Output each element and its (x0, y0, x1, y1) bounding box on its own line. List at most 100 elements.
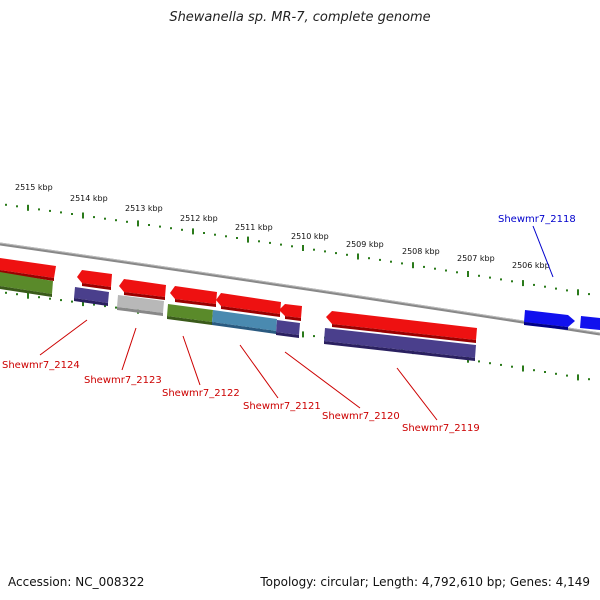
genome-backbone (0, 242, 600, 336)
kbp-label: 2509 kbp (346, 240, 384, 249)
genome-summary-text: Topology: circular; Length: 4,792,610 bp… (260, 575, 590, 589)
gene-arrow-cds[interactable] (326, 311, 477, 340)
gene-arrow-cds[interactable] (124, 292, 165, 300)
ruler-minor-tick (588, 378, 590, 381)
gene-labels: Shewmr7_2124 Shewmr7_2123 Shewmr7_2122 S… (2, 214, 576, 434)
callout-line (121, 327, 137, 371)
gene-label[interactable]: Shewmr7_2121 (243, 401, 321, 412)
ruler-minor-tick (445, 269, 447, 272)
ruler-major-tick (302, 331, 304, 338)
cog-block-purple[interactable] (276, 320, 300, 335)
ruler-minor-tick (379, 258, 381, 261)
ruler-minor-tick (49, 209, 51, 212)
ruler-minor-tick (390, 260, 392, 263)
cog-block-green[interactable] (0, 286, 52, 297)
cog-block-purple[interactable] (74, 287, 109, 303)
forward-cds-track (0, 258, 477, 343)
gene-label[interactable]: Shewmr7_2119 (402, 423, 480, 434)
gene-arrow-cds[interactable] (119, 279, 166, 297)
cog-block-purple[interactable] (276, 332, 299, 338)
gene-arrow-rna[interactable] (524, 310, 575, 327)
ruler-minor-tick (269, 241, 271, 244)
gene-label[interactable]: Shewmr7_2122 (162, 388, 240, 399)
cog-block-gray[interactable] (117, 295, 164, 313)
gene-arrow-cds[interactable] (175, 299, 216, 307)
ruler-minor-tick (280, 243, 282, 246)
ruler-minor-tick (214, 233, 216, 236)
ruler-minor-tick (225, 235, 227, 238)
ruler-major-tick (82, 300, 84, 307)
gene-arrow-cds[interactable] (0, 258, 56, 278)
cog-block-gray[interactable] (117, 307, 163, 316)
ruler-minor-tick (434, 267, 436, 270)
callout-line (39, 319, 88, 356)
ruler-minor-tick (588, 293, 590, 296)
ruler-minor-tick (313, 335, 315, 338)
cog-block-green[interactable] (167, 304, 213, 322)
ruler-minor-tick (104, 217, 106, 220)
cog-block-purple[interactable] (324, 328, 476, 358)
gene-label[interactable]: Shewmr7_2120 (322, 411, 400, 422)
ruler-major-tick (82, 212, 84, 219)
ruler-minor-tick (16, 205, 18, 208)
cog-block-green[interactable] (0, 272, 53, 294)
ruler-major-tick (467, 271, 469, 277)
gene-label[interactable]: Shewmr7_2123 (84, 375, 162, 386)
kbp-label: 2507 kbp (457, 254, 495, 263)
ruler-minor-tick (533, 283, 535, 286)
ruler-major-tick (412, 262, 414, 269)
ruler-major-tick (137, 220, 139, 227)
ruler-minor-tick (324, 250, 326, 253)
gene-arrow-cds[interactable] (216, 293, 281, 314)
ruler-minor-tick (115, 219, 117, 222)
kbp-label: 2515 kbp (15, 183, 53, 192)
ruler-minor-tick (346, 253, 348, 256)
ruler-minor-tick (533, 369, 535, 372)
ruler-minor-tick (368, 257, 370, 260)
gene-arrow-cds[interactable] (279, 304, 302, 318)
kbp-labels: 2515 kbp 2514 kbp 2513 kbp 2512 kbp 2511… (15, 183, 550, 270)
ruler-minor-tick (489, 362, 491, 365)
ruler-minor-tick (104, 305, 106, 308)
cog-track (0, 272, 476, 361)
ruler-minor-tick (489, 276, 491, 279)
ruler-major-tick (192, 228, 194, 235)
gene-label[interactable]: Shewmr7_2124 (2, 360, 80, 371)
ruler-minor-tick (71, 213, 73, 215)
ruler-minor-tick (126, 220, 128, 223)
gene-label[interactable]: Shewmr7_2118 (498, 214, 576, 225)
ruler-minor-tick (511, 280, 513, 283)
gene-arrow-rna[interactable] (580, 316, 600, 330)
cog-block-green[interactable] (167, 316, 212, 325)
ruler-minor-tick (38, 296, 40, 299)
gene-arrow-cds[interactable] (285, 316, 301, 321)
cog-block-purple[interactable] (324, 341, 475, 361)
ruler-major-tick (302, 245, 304, 251)
cog-block-teal[interactable] (212, 310, 277, 331)
ruler-minor-tick (49, 297, 51, 300)
ruler-minor-tick (555, 372, 557, 375)
gene-arrow-cds[interactable] (170, 286, 217, 304)
kbp-label: 2514 kbp (70, 194, 108, 203)
gene-arrow-cds[interactable] (0, 270, 54, 281)
gene-arrow-cds[interactable] (221, 306, 280, 317)
ruler-minor-tick (181, 228, 183, 231)
gene-arrow-rna[interactable] (524, 322, 568, 330)
ruler-minor-tick (313, 248, 315, 251)
accession-text: Accession: NC_008322 (8, 575, 145, 589)
cog-block-teal[interactable] (212, 322, 276, 334)
ruler-minor-tick (566, 374, 568, 377)
gene-arrow-cds[interactable] (77, 270, 112, 287)
cog-block-purple[interactable] (74, 298, 108, 306)
ruler-major-tick (522, 280, 524, 287)
ruler-minor-tick (555, 287, 557, 290)
gene-arrow-cds[interactable] (82, 283, 111, 290)
ruler-minor-tick (456, 271, 458, 274)
kbp-label: 2506 kbp (512, 261, 550, 270)
ruler-minor-tick (566, 289, 568, 292)
ruler-major-tick (247, 236, 249, 243)
ruler-major-tick (577, 289, 579, 296)
gene-arrow-cds[interactable] (332, 324, 476, 343)
ruler-minor-tick (258, 240, 260, 243)
